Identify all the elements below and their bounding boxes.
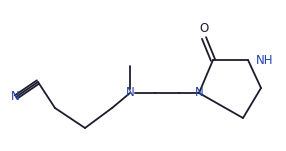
Text: N: N [11, 90, 19, 103]
Text: NH: NH [256, 53, 273, 66]
Text: N: N [195, 87, 203, 100]
Text: O: O [199, 22, 208, 35]
Text: N: N [126, 87, 134, 100]
